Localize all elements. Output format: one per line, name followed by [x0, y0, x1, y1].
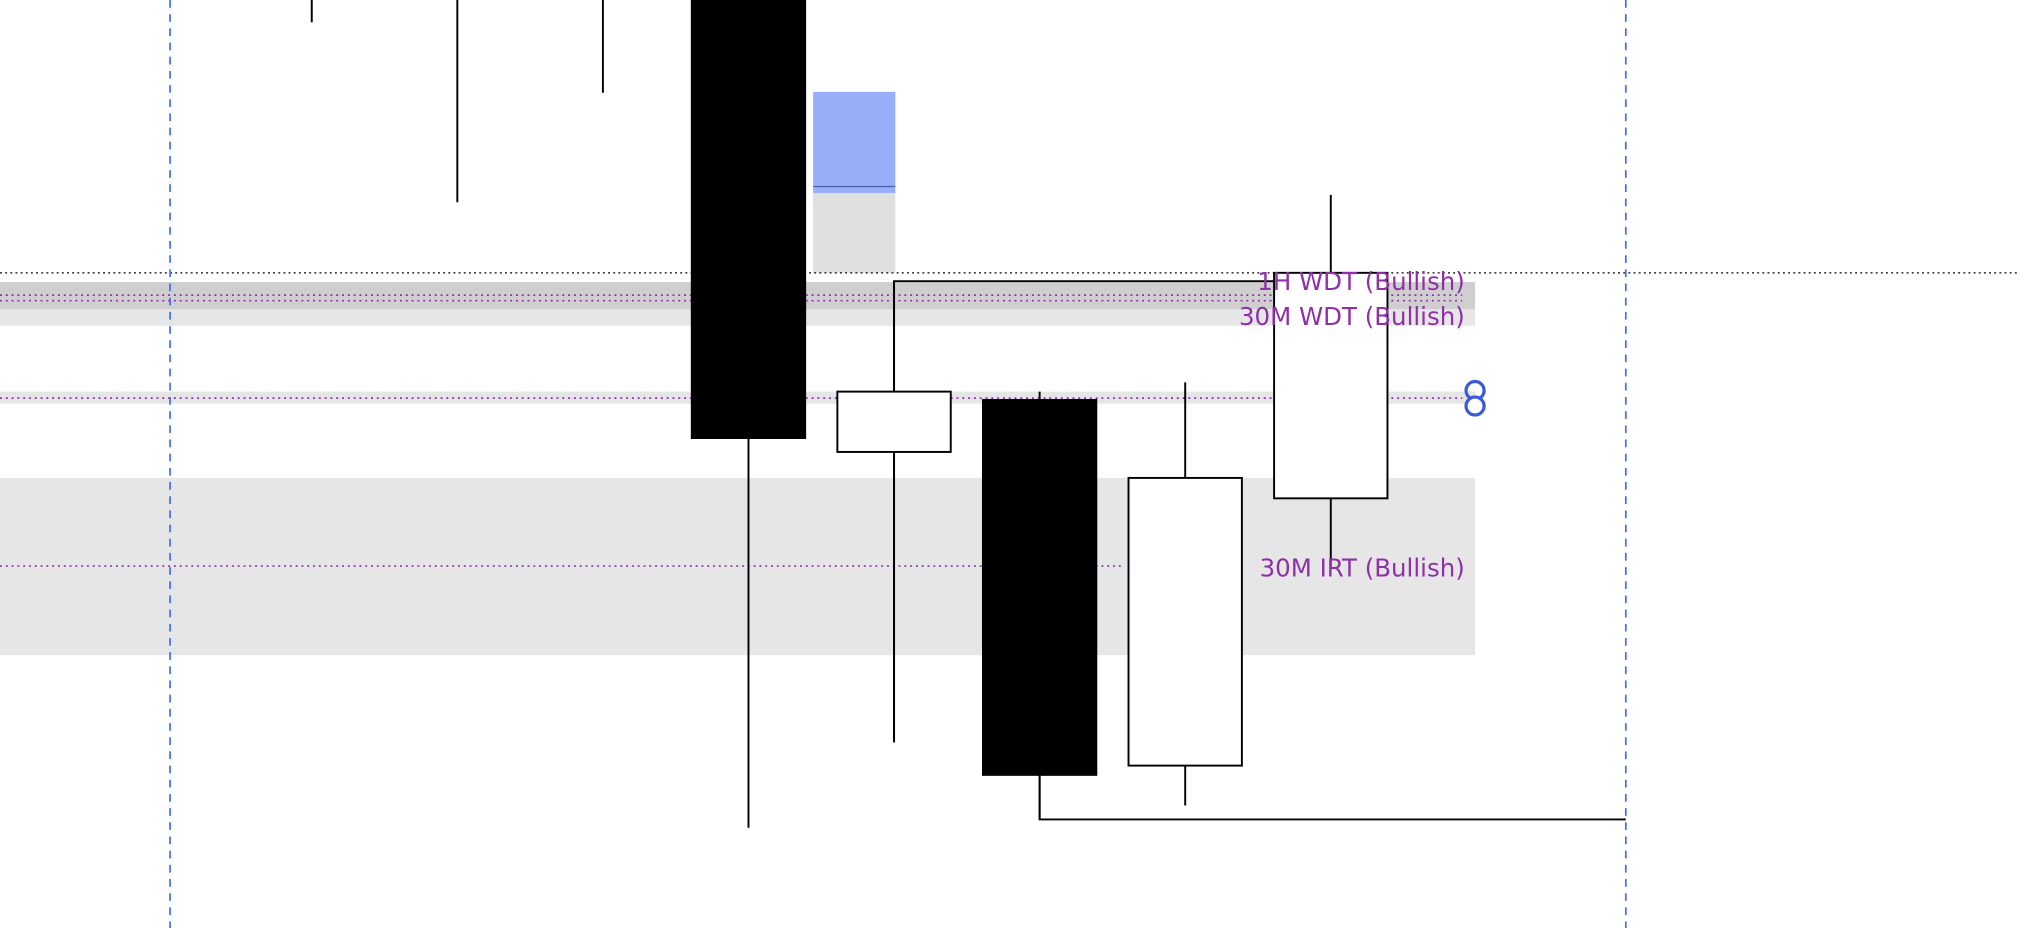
level-label-0: 1H WDT (Bullish) [1257, 267, 1464, 296]
alert-handle-icon[interactable] [1464, 379, 1486, 417]
bracket-1 [1038, 774, 1626, 821]
box-1 [813, 193, 896, 273]
candle-body-3 [690, 0, 807, 439]
candle-body-7 [1273, 271, 1389, 500]
box-0 [813, 91, 896, 194]
candles [310, 0, 1389, 828]
level-label-3: 30M IRT (Bullish) [1260, 553, 1465, 582]
session-markers [169, 0, 1627, 928]
candle-body-5 [981, 399, 1098, 776]
level-label-1: 30M WDT (Bullish) [1239, 302, 1465, 331]
candle-body-6 [1127, 476, 1243, 767]
boxes [813, 91, 896, 273]
level-labels: 1H WDT (Bullish) 30M WDT (Bullish) 30M IRT… [1239, 267, 1465, 582]
candle-body-4 [836, 390, 952, 453]
